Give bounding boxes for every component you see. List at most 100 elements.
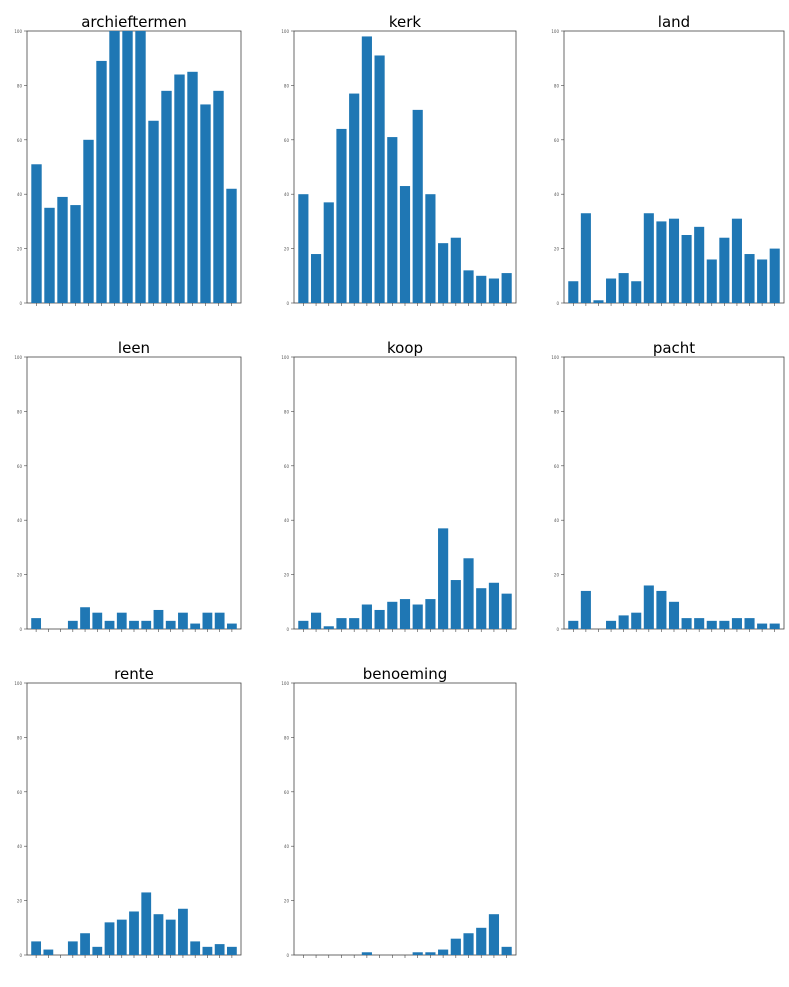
axes-frame [563,356,785,630]
bar [643,213,654,303]
bar [323,202,334,303]
bar [631,281,642,303]
bar [488,278,500,303]
bar [463,933,474,955]
y-tick-label: 0 [19,301,22,306]
bar [298,194,309,303]
bar [104,922,115,955]
bar [399,599,411,629]
bar [450,237,461,303]
axes-frame [293,356,517,630]
bar [226,188,237,303]
bar [694,618,705,629]
bar [141,620,152,629]
bar [438,949,449,955]
bar [202,946,213,955]
bar [656,221,667,303]
bar [165,919,176,955]
bar [719,237,730,303]
y-tick-label: 40 [17,518,23,523]
chart-panel: pacht 0 20 40 60 80 100 [551,339,785,632]
bar [104,620,115,629]
bar [310,254,322,303]
bar [476,588,487,629]
bar [438,528,449,629]
y-tick-label: 40 [17,844,23,849]
bar [593,300,604,303]
bar [668,218,680,303]
y-tick-label: 80 [17,735,23,740]
bar [488,914,500,955]
y-tick-label: 40 [284,844,290,849]
bar [298,620,309,629]
bar [769,623,780,629]
bar [83,139,94,303]
bar [336,618,347,629]
y-tick-label: 100 [281,29,289,34]
y-tick-label: 60 [284,138,290,143]
bar [226,623,237,629]
y-tick-label: 20 [17,573,23,578]
bar [213,90,224,303]
bar [202,612,213,629]
bar [769,248,780,303]
bar [116,612,127,629]
bar [178,612,188,629]
bar [731,618,742,629]
bar [129,911,139,955]
y-tick-label: 20 [284,573,290,578]
y-tick-label: 60 [554,464,560,469]
chart-panel: leen 0 20 40 60 80 100 [14,339,242,632]
y-tick-label: 100 [14,681,22,686]
bar [757,259,768,303]
y-tick-label: 80 [284,409,290,414]
bar [129,620,139,629]
y-tick-label: 20 [284,899,290,904]
y-tick-label: 100 [14,355,22,360]
bar [681,235,692,303]
bar [568,281,579,303]
bar [656,590,667,629]
bar [694,226,705,303]
y-tick-label: 0 [286,953,289,958]
y-tick-label: 60 [17,464,23,469]
chart-title: land [658,13,690,31]
chart-title: koop [387,339,423,357]
chart-title: archieftermen [81,13,187,31]
y-tick-label: 100 [281,681,289,686]
bar [668,601,680,629]
bar [438,243,449,303]
bar [463,270,474,303]
y-tick-label: 80 [554,409,560,414]
y-tick-label: 0 [556,627,559,632]
bar [174,74,185,304]
bar [744,618,755,629]
y-tick-label: 0 [19,627,22,632]
bar [148,120,159,303]
chart-panel: rente 0 20 40 60 80 100 [14,665,242,958]
bar [226,946,237,955]
bar [67,941,78,955]
bar [92,946,103,955]
bar [43,949,54,955]
bar [476,927,487,955]
bar [310,612,322,629]
y-tick-label: 0 [286,627,289,632]
bar [463,558,474,629]
bar [31,941,42,955]
bar [706,620,717,629]
bar [349,93,360,303]
chart-panel: koop 0 20 40 60 80 100 [281,339,517,632]
bar [70,205,81,303]
bar [744,254,755,303]
y-tick-label: 40 [554,192,560,197]
y-tick-label: 100 [14,29,22,34]
bar [501,946,512,955]
chart-panel: archieftermen 0 20 40 60 80 100 [14,13,242,306]
bar [361,36,372,303]
bar [214,612,225,629]
axes-frame [293,682,517,956]
y-tick-label: 80 [284,735,290,740]
